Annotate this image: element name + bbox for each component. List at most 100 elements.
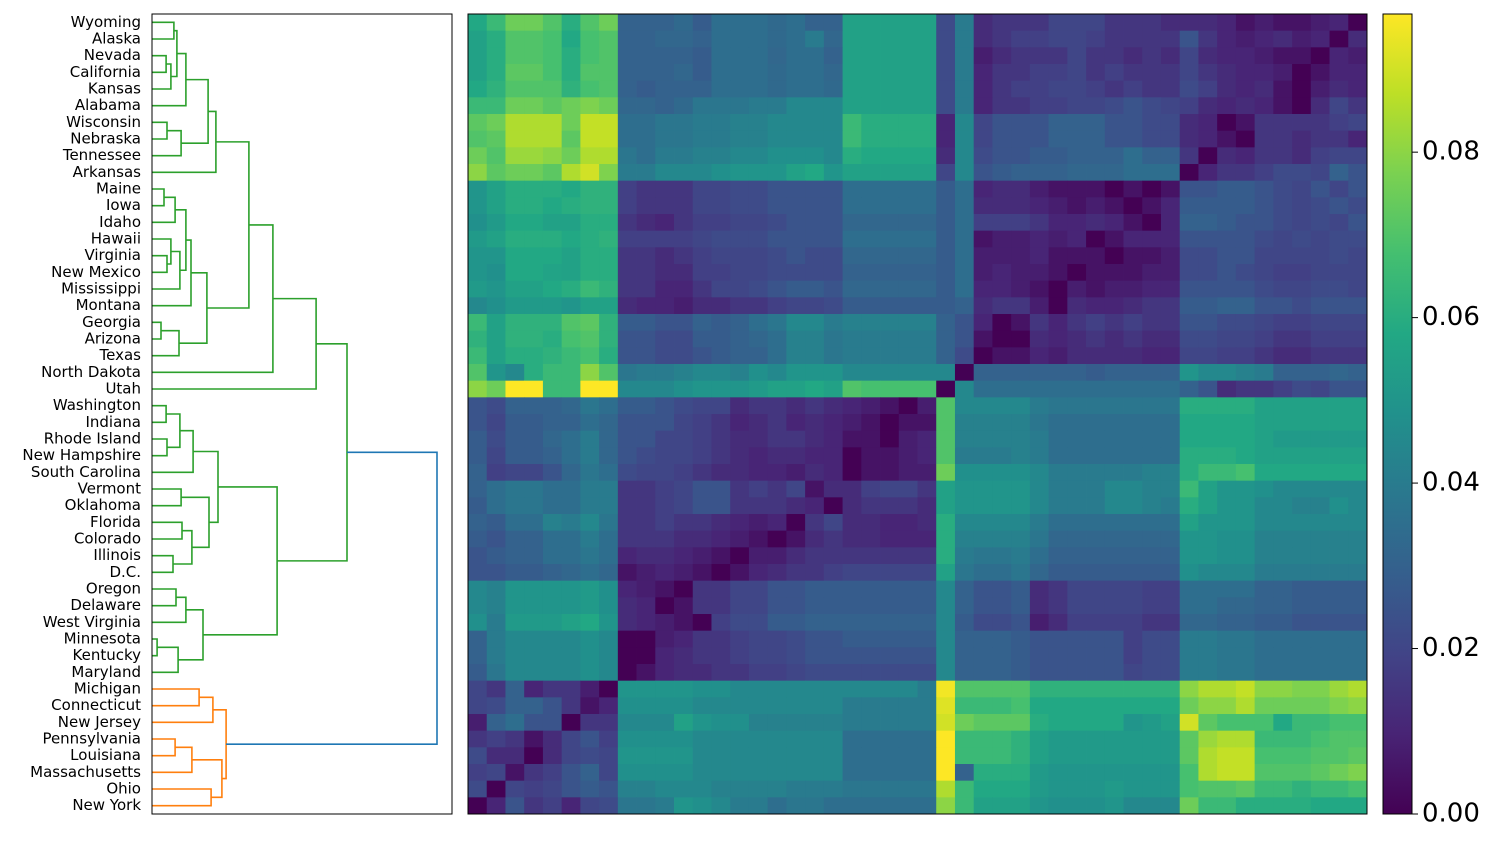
heatmap-cell [786,547,806,565]
heatmap-cell [1029,64,1050,82]
leaf-label: Michigan [74,680,141,698]
heatmap-cell [617,797,637,815]
heatmap-cell [842,614,862,632]
heatmap-cell [823,347,843,365]
heatmap-cell [580,597,600,615]
heatmap-cell [842,630,862,648]
heatmap-cell [1273,30,1293,48]
heatmap-cell [468,364,488,382]
heatmap-cell [1048,730,1068,748]
heatmap-cell [655,147,675,165]
heatmap-cell [711,97,731,115]
heatmap-cell [1235,397,1256,415]
heatmap-cell [1217,197,1237,215]
heatmap-cell [1254,414,1274,432]
heatmap-cell [748,314,769,332]
heatmap-cell [786,297,806,315]
heatmap-cell [861,230,881,248]
heatmap-cell [786,730,806,748]
heatmap-cell [823,314,843,332]
heatmap-cell [692,497,712,515]
heatmap-cell [617,397,637,415]
heatmap-cell [973,580,993,598]
heatmap-cell [842,97,862,115]
heatmap-cell [505,447,525,465]
heatmap-cell [524,730,544,748]
heatmap-cell [786,280,806,298]
heatmap-cell [692,597,712,615]
heatmap-cell [1179,530,1199,548]
heatmap-cell [1254,264,1274,282]
heatmap-cell [486,297,506,315]
heatmap-cell [1123,730,1143,748]
heatmap-cell [561,14,581,32]
heatmap-cell [468,514,488,532]
heatmap-cell [468,80,488,98]
heatmap-cell [1142,747,1162,765]
heatmap-cell [1198,630,1218,648]
heatmap-cell [1123,80,1143,98]
heatmap-cell [636,380,656,398]
heatmap-cell [655,14,675,32]
heatmap-cell [861,497,881,515]
heatmap-cell [655,314,675,332]
heatmap-cell [880,14,900,32]
heatmap-cell [580,197,600,215]
heatmap-cell [1273,180,1293,198]
heatmap-cell [1217,64,1237,82]
heatmap-cell [1067,347,1087,365]
heatmap-cell [1086,580,1106,598]
heatmap-cell [1160,47,1181,65]
heatmap-cell [561,114,581,132]
heatmap-cell [954,114,975,132]
heatmap-cell [842,464,862,482]
heatmap-cell [542,580,563,598]
heatmap-cell [692,680,712,698]
heatmap-cell [1086,147,1106,165]
heatmap-cell [861,97,881,115]
heatmap-cell [936,114,956,132]
heatmap-cell [954,764,975,782]
heatmap-cell [1142,514,1162,532]
heatmap-cell [730,14,750,32]
heatmap-cell [561,147,581,165]
heatmap-cell [1348,597,1368,615]
heatmap-cell [823,630,843,648]
heatmap-cell [1329,147,1349,165]
heatmap-cell [842,214,862,232]
heatmap-cell [1179,680,1199,698]
heatmap-cell [1235,514,1256,532]
heatmap-cell [992,680,1012,698]
leaf-label: Arkansas [73,163,142,181]
heatmap-cell [1086,80,1106,98]
heatmap-cell [636,197,656,215]
heatmap-cell [767,414,787,432]
heatmap-cell [1348,64,1368,82]
heatmap-cell [1217,364,1237,382]
heatmap-cell [711,114,731,132]
heatmap-cell [730,430,750,448]
heatmap-cell [880,380,900,398]
heatmap-cell [805,364,825,382]
heatmap-cell [599,347,619,365]
heatmap-cell [936,580,956,598]
heatmap-cell [1048,380,1068,398]
heatmap-cell [1123,630,1143,648]
heatmap-cell [1048,97,1068,115]
heatmap-cell [1254,64,1274,82]
heatmap-cell [954,580,975,598]
heatmap-cell [1310,214,1330,232]
heatmap-cell [992,714,1012,732]
heatmap-cell [1273,414,1293,432]
heatmap-cell [1217,30,1237,48]
heatmap-cell [1142,764,1162,782]
heatmap-cell [636,497,656,515]
heatmap-cell [580,347,600,365]
heatmap-cell [917,330,937,348]
heatmap-cell [580,647,600,665]
leaf-label: Massachusetts [30,763,141,781]
heatmap-cell [1292,114,1312,132]
heatmap-cell [674,264,694,282]
heatmap-cell [1235,764,1256,782]
heatmap-cell [973,647,993,665]
